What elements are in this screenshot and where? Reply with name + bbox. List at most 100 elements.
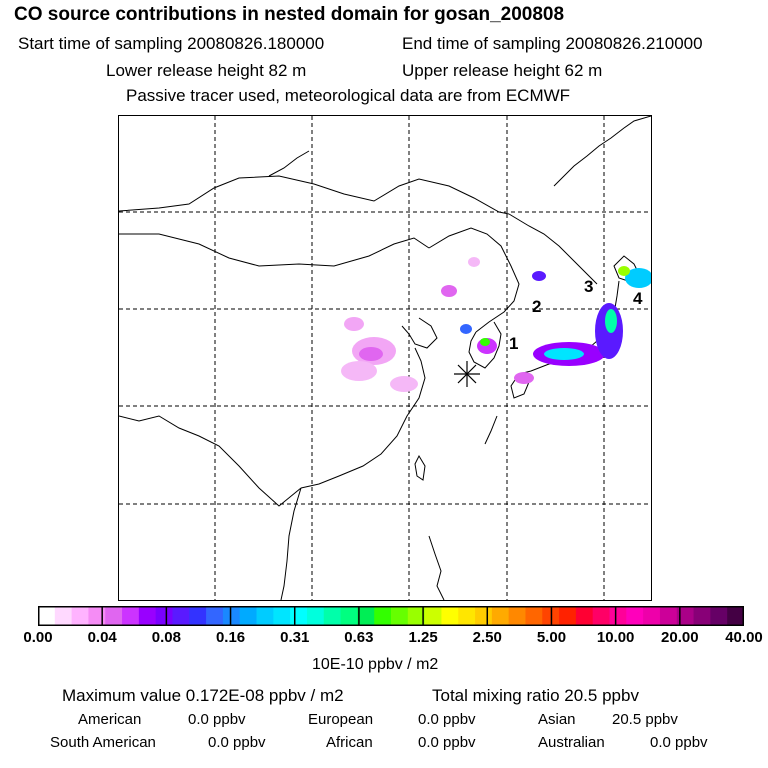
colorbar [38,606,744,626]
colorbar-swatch [626,606,644,626]
colorbar-swatch [206,606,224,626]
colorbar-border [38,606,744,626]
plume-japan-north-core [605,309,617,333]
china-east-coast [300,347,426,489]
russia-coast-east [508,213,598,285]
plume-kyushu [514,372,534,384]
region-value: 0.0 ppbv [188,711,246,728]
colorbar-tick-label: 10.00 [596,629,635,646]
coastlines [119,116,651,600]
plume-korea-1 [460,324,472,334]
philippines [428,535,445,600]
lower-release-label: Lower release height 82 m [106,61,307,80]
region-value: 0.0 ppbv [208,734,266,751]
colorbar-swatch [273,606,291,626]
plume-east-china [341,361,377,381]
colorbar-swatch [138,606,157,626]
china-south-border [280,487,302,600]
plume-region-2 [532,271,546,281]
colorbar-swatch [239,606,258,626]
region-name: Australian [538,734,605,751]
colorbar-swatch [676,606,695,626]
colorbar-swatch [609,606,627,626]
colorbar-swatch [306,606,325,626]
plume-region-4 [625,268,651,288]
region-name: African [326,734,373,751]
lake-baikal [268,150,310,177]
china-mongolia-border [119,233,430,267]
colorbar-tick-label: 5.00 [536,629,567,646]
colorbar-tick-label: 0.00 [23,629,53,646]
indochina-coast [119,415,302,507]
colorbar-tick-label: 20.00 [661,629,699,646]
plot-title: CO source contributions in nested domain… [14,4,565,25]
colorbar-swatch [54,606,73,626]
colorbar-tick-label: 2.50 [472,629,502,646]
colorbar-tick-label: 0.08 [151,629,181,646]
colorbar-swatch [441,606,459,626]
ryukyu-islands [484,415,498,445]
colorbar-tick-label: 0.16 [215,629,246,646]
colorbar-swatch [71,606,89,626]
colorbar-swatch [290,606,308,626]
colorbar-swatch [122,606,140,626]
start-time-label: Start time of sampling 20080826.180000 [18,34,325,53]
plume-core [359,347,383,361]
colorbar-swatch [391,606,409,626]
colorbar-swatch [424,606,442,626]
region-name: European [308,711,374,728]
concentration-plumes [341,257,651,392]
max-value-label: Maximum value 0.172E-08 ppbv / m2 [62,686,344,705]
region-label-4: 4 [633,289,643,308]
region-label-1: 1 [509,334,518,353]
colorbar-swatch [643,606,661,626]
colorbar-swatch [525,606,543,626]
source-location-marker [454,361,480,387]
colorbar-swatch [659,606,678,626]
colorbar-swatch [693,606,711,626]
colorbar-swatch [491,606,510,626]
colorbar-swatch [189,606,207,626]
colorbar-tick-label: 0.04 [87,629,117,646]
taiwan [414,454,426,481]
plume-north-china [441,285,457,297]
end-time-label: End time of sampling 20080826.210000 [402,34,703,53]
colorbar-tick-label: 40.00 [725,629,763,646]
bohai-coast [401,317,438,349]
upper-release-label: Upper release height 62 m [402,61,603,80]
colorbar-tick-label: 1.25 [408,629,438,646]
colorbar-swatch [172,606,190,626]
colorbar-swatch [222,606,241,626]
colorbar-swatch [592,606,611,626]
region-value: 0.0 ppbv [650,734,708,751]
plume-korea-hotspot [480,338,490,346]
colorbar-swatch [340,606,358,626]
total-mixing-ratio: Total mixing ratio 20.5 ppbv [432,686,639,705]
colorbar-swatch [475,606,493,626]
colorbar-swatch [105,606,123,626]
region-name: Asian [538,711,576,728]
mongolia-russia-border [119,175,510,215]
region-value: 20.5 ppbv [612,711,678,728]
graticule [119,116,651,600]
region-name: South American [50,734,156,751]
plume-manchuria [468,257,480,267]
region-value: 0.0 ppbv [418,734,476,751]
region-label-3: 3 [584,277,593,296]
map-panel: 1 2 3 4 [118,115,652,601]
region-label-2: 2 [532,297,541,316]
colorbar-swatch [727,606,744,626]
plume-east-china [390,376,418,392]
colorbar-swatch [155,606,173,626]
region-value: 0.0 ppbv [418,711,476,728]
colorbar-swatch [575,606,594,626]
colorbar-swatch [256,606,274,626]
region-name: American [78,711,142,728]
colorbar-swatch [374,606,392,626]
colorbar-tick-label: 0.31 [280,629,310,646]
sakhalin-coast [553,116,651,187]
colorbar-tick-label: 0.63 [344,629,374,646]
colorbar-swatch [88,606,106,626]
manchuria-border [428,227,520,333]
tracer-note: Passive tracer used, meteorological data… [126,86,571,105]
